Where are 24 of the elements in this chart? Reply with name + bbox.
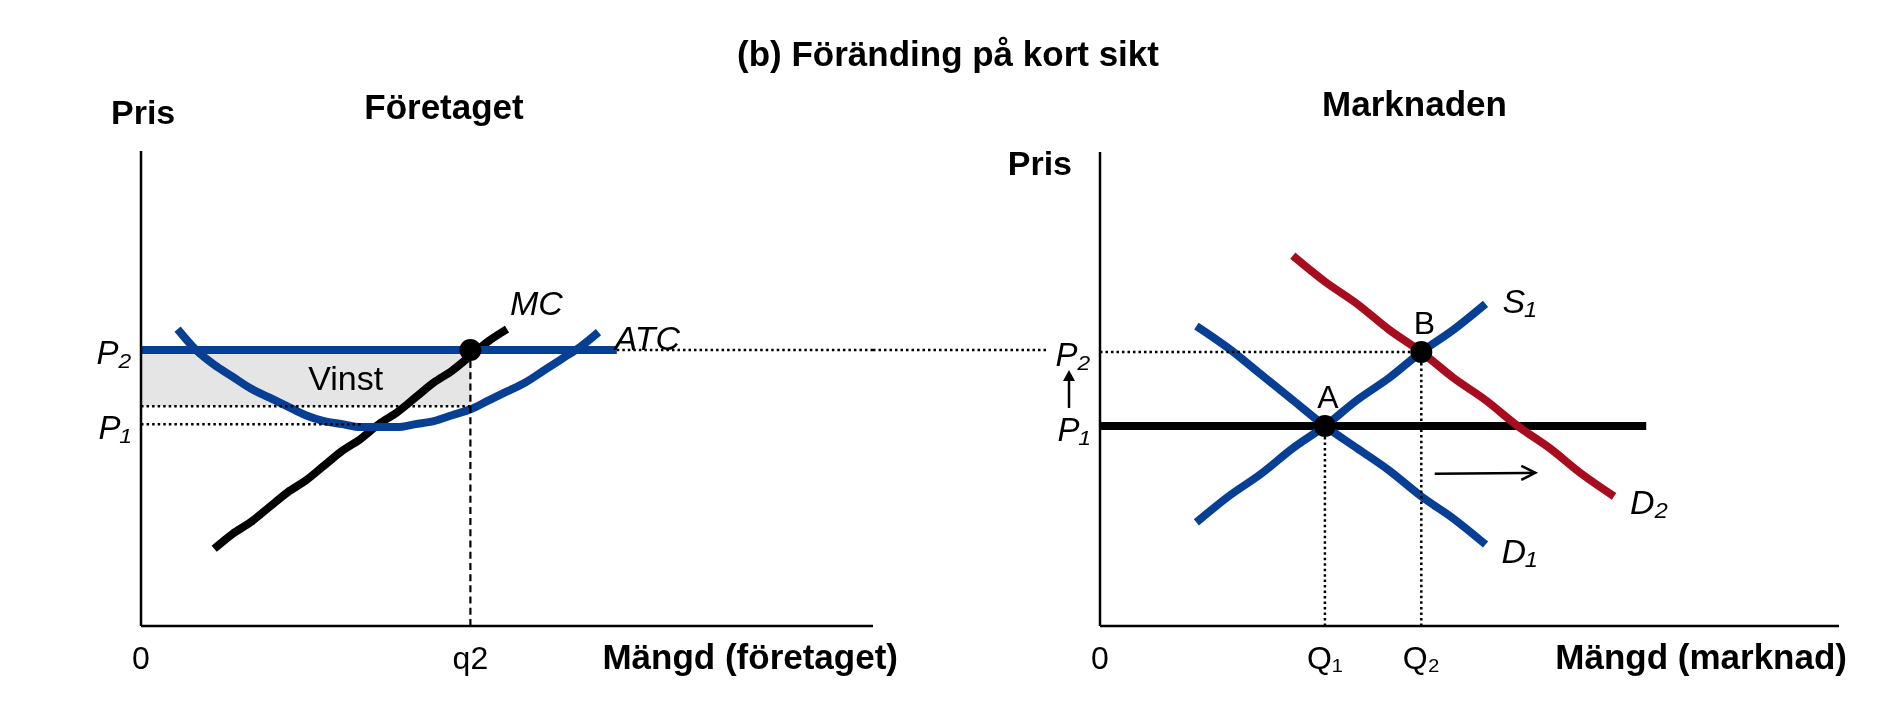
series-label: P₂ <box>1055 336 1091 374</box>
series-label: P₁ <box>98 408 131 446</box>
series-label: D₁ <box>1501 531 1537 570</box>
y-axis-title: Pris <box>1007 144 1072 182</box>
series-label: Vinst <box>308 359 384 398</box>
annotation: A <box>1317 379 1340 416</box>
text: (b) Föränding på kort sikt <box>737 33 1160 73</box>
x-tick-label: Q₂ <box>1402 640 1440 676</box>
x-tick-label: 0 <box>132 640 150 676</box>
series-label: D₂ <box>1630 483 1668 522</box>
x-tick-label: Q₁ <box>1307 640 1343 676</box>
series-label: MC <box>510 284 564 323</box>
x-tick-label: 0 <box>1091 640 1109 676</box>
chart-title: Marknaden <box>1322 83 1507 123</box>
x-axis-title: Mängd (företaget) <box>602 636 898 676</box>
y-axis-title: Pris <box>111 93 176 131</box>
legend-label: P₁ <box>1057 410 1090 448</box>
x-tick-label: q2 <box>452 640 489 676</box>
series-label: S₁ <box>1502 281 1536 320</box>
chart-title: Företaget <box>364 86 525 126</box>
x-axis-title: Mängd (marknad) <box>1555 636 1847 676</box>
annotation: B <box>1413 304 1435 341</box>
series-label: ATC <box>612 319 681 358</box>
series-label: P₂ <box>96 334 132 372</box>
